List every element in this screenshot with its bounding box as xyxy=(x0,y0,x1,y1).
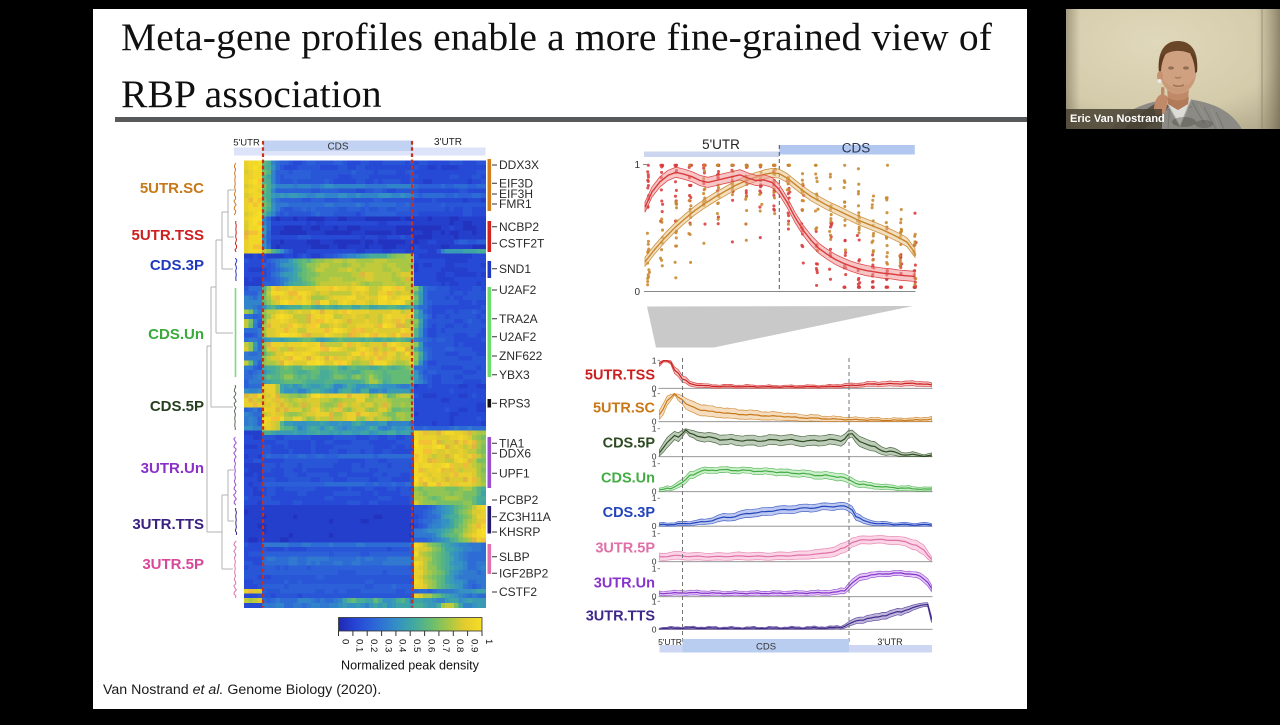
svg-text:DDX3X: DDX3X xyxy=(499,158,539,172)
svg-text:DDX6: DDX6 xyxy=(499,447,531,461)
svg-text:0: 0 xyxy=(652,557,657,567)
svg-text:1: 1 xyxy=(652,459,657,469)
svg-text:3'UTR: 3'UTR xyxy=(434,137,462,148)
svg-text:1: 1 xyxy=(634,160,640,171)
svg-text:0: 0 xyxy=(634,287,640,298)
svg-text:5'UTR: 5'UTR xyxy=(658,637,682,647)
svg-text:1: 1 xyxy=(652,493,657,503)
svg-text:0.5: 0.5 xyxy=(411,639,422,652)
svg-text:FMR1: FMR1 xyxy=(499,197,532,211)
svg-text:1: 1 xyxy=(652,596,657,606)
svg-text:CDS.3P: CDS.3P xyxy=(603,505,656,521)
svg-text:CDS.3P: CDS.3P xyxy=(150,257,204,274)
svg-text:5'UTR: 5'UTR xyxy=(702,137,740,152)
svg-text:PCBP2: PCBP2 xyxy=(499,493,539,507)
svg-text:UPF1: UPF1 xyxy=(499,467,530,481)
svg-text:3UTR.TTS: 3UTR.TTS xyxy=(586,608,656,624)
svg-text:0: 0 xyxy=(652,521,657,531)
svg-text:U2AF2: U2AF2 xyxy=(499,283,537,297)
svg-text:0.6: 0.6 xyxy=(425,639,436,652)
svg-text:CDS: CDS xyxy=(756,642,776,653)
svg-text:TRA2A: TRA2A xyxy=(499,312,538,326)
svg-text:ZNF622: ZNF622 xyxy=(499,349,543,363)
svg-text:0.2: 0.2 xyxy=(368,639,379,652)
svg-text:5UTR.TSS: 5UTR.TSS xyxy=(585,367,655,383)
svg-text:KHSRP: KHSRP xyxy=(499,525,540,539)
svg-text:5UTR.SC: 5UTR.SC xyxy=(593,401,656,417)
svg-text:5UTR.TSS: 5UTR.TSS xyxy=(131,227,204,244)
svg-text:SLBP: SLBP xyxy=(499,550,530,564)
svg-text:NCBP2: NCBP2 xyxy=(499,220,539,234)
svg-text:CDS.5P: CDS.5P xyxy=(150,398,204,415)
svg-text:TIA1: TIA1 xyxy=(499,437,525,451)
svg-text:5'UTR: 5'UTR xyxy=(233,138,260,149)
svg-text:Normalized peak density: Normalized peak density xyxy=(341,659,480,673)
svg-text:0.4: 0.4 xyxy=(397,639,408,653)
svg-text:3UTR.Un: 3UTR.Un xyxy=(594,576,655,592)
svg-text:ZC3H11A: ZC3H11A xyxy=(499,510,551,524)
svg-text:0: 0 xyxy=(339,639,350,644)
svg-text:0.3: 0.3 xyxy=(382,639,393,652)
svg-text:1: 1 xyxy=(652,564,657,574)
svg-text:0.8: 0.8 xyxy=(454,639,465,652)
svg-text:1: 1 xyxy=(483,639,494,644)
svg-text:3UTR.5P: 3UTR.5P xyxy=(142,556,204,573)
svg-text:CDS.5P: CDS.5P xyxy=(603,436,656,452)
svg-text:1: 1 xyxy=(652,355,657,365)
svg-text:YBX3: YBX3 xyxy=(499,368,530,382)
svg-text:CDS.Un: CDS.Un xyxy=(148,326,204,343)
svg-text:0.9: 0.9 xyxy=(468,639,479,652)
svg-text:SND1: SND1 xyxy=(499,262,531,276)
svg-text:U2AF2: U2AF2 xyxy=(499,330,537,344)
svg-text:EIF3H: EIF3H xyxy=(499,187,533,201)
svg-text:RPS3: RPS3 xyxy=(499,397,531,411)
svg-text:0: 0 xyxy=(652,383,657,393)
svg-text:0: 0 xyxy=(652,592,657,602)
svg-text:CDS: CDS xyxy=(842,141,871,156)
svg-text:EIF3D: EIF3D xyxy=(499,177,533,191)
svg-text:3UTR.5P: 3UTR.5P xyxy=(595,541,655,557)
svg-text:CDS.Un: CDS.Un xyxy=(601,471,655,487)
svg-text:CSTF2: CSTF2 xyxy=(499,585,537,599)
svg-text:5UTR.SC: 5UTR.SC xyxy=(140,180,204,197)
svg-text:CSTF2T: CSTF2T xyxy=(499,237,545,251)
svg-text:0: 0 xyxy=(652,624,657,634)
svg-text:0: 0 xyxy=(652,417,657,427)
svg-text:0: 0 xyxy=(652,487,657,497)
svg-text:3'UTR: 3'UTR xyxy=(877,637,903,647)
svg-text:0.7: 0.7 xyxy=(440,639,451,652)
svg-text:3UTR.TTS: 3UTR.TTS xyxy=(132,516,204,533)
svg-text:CDS: CDS xyxy=(327,142,348,153)
svg-text:0: 0 xyxy=(652,452,657,462)
svg-text:3UTR.Un: 3UTR.Un xyxy=(141,460,204,477)
svg-text:1: 1 xyxy=(652,529,657,539)
svg-text:1: 1 xyxy=(652,389,657,399)
svg-text:1: 1 xyxy=(652,424,657,434)
svg-text:IGF2BP2: IGF2BP2 xyxy=(499,567,549,581)
svg-text:0.1: 0.1 xyxy=(354,639,365,652)
